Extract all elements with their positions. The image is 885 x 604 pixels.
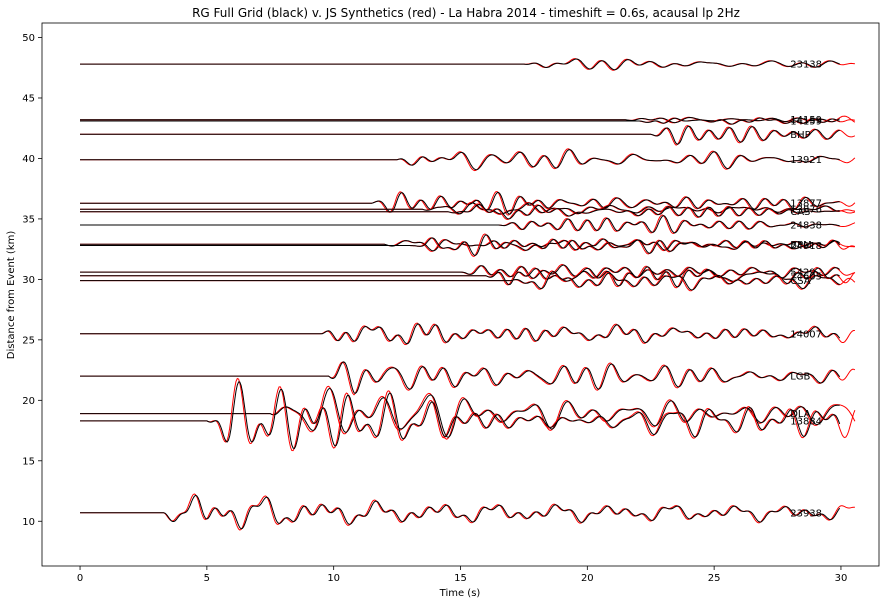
- x-tick-label: 25: [708, 573, 721, 584]
- x-tick-label: 10: [327, 573, 340, 584]
- x-tick-label: 30: [835, 573, 848, 584]
- y-tick-label: 20: [22, 396, 35, 407]
- station-label: 14007: [790, 329, 822, 340]
- station-label: 14159: [790, 116, 822, 127]
- observed-trace-CAS: [80, 204, 840, 220]
- station-label: 5429: [790, 268, 815, 279]
- x-axis-label: Time (s): [439, 588, 481, 599]
- station-label: 13921: [790, 155, 822, 166]
- station-label: BPM: [790, 240, 812, 251]
- station-label: DLA: [790, 409, 811, 420]
- station-label: 14159: [790, 115, 822, 126]
- y-tick-label: 50: [22, 33, 35, 44]
- y-tick-label: 30: [22, 275, 35, 286]
- observed-trace-5429: [80, 264, 840, 279]
- x-tick-label: 15: [454, 573, 467, 584]
- station-label: 13884: [790, 416, 822, 427]
- station-label: CAS: [790, 207, 810, 218]
- station-label: 24838: [790, 220, 822, 231]
- x-tick-label: 5: [204, 573, 210, 584]
- station-label: LGB: [790, 372, 810, 383]
- station-label-group: 231381415914159BHP139211387713876CAS2483…: [790, 60, 822, 520]
- chart-title: RG Full Grid (black) v. JS Synthetics (r…: [192, 6, 740, 20]
- observed-trace-LGB: [80, 361, 841, 395]
- observed-trace-14159b: [80, 117, 840, 125]
- trace-group: [80, 58, 856, 531]
- observed-trace-DLA: [80, 387, 840, 438]
- y-tick-label: 40: [22, 154, 35, 165]
- station-label: BHP: [790, 130, 810, 141]
- observed-trace-13921: [80, 149, 840, 171]
- station-label: 24918: [790, 241, 822, 252]
- y-axis: 10 15 20 25 30 35 40 45 50: [22, 33, 42, 528]
- x-axis: 0 5 10 15 20 25 30: [77, 566, 847, 584]
- observed-trace-CSA: [80, 271, 840, 291]
- plot-area: [41, 22, 880, 567]
- y-tick-label: 35: [22, 214, 35, 225]
- observed-trace-24838: [80, 215, 840, 234]
- y-axis-label: Distance from Event (km): [6, 231, 17, 360]
- station-label: 23138: [790, 60, 822, 71]
- station-label: 24605: [790, 271, 822, 282]
- observed-trace-13877: [80, 191, 840, 215]
- x-tick-label: 0: [77, 573, 83, 584]
- station-label: 13877: [790, 199, 822, 210]
- station-label: 23938: [790, 508, 822, 519]
- observed-trace-24918: [80, 234, 841, 256]
- synthetic-trace-23938: [80, 493, 855, 531]
- y-tick-label: 15: [22, 456, 35, 467]
- station-label: CSA: [790, 276, 811, 287]
- observed-trace-14159: [80, 116, 840, 124]
- observed-trace-24605: [80, 266, 840, 288]
- station-label: 13876: [790, 205, 822, 216]
- y-tick-label: 25: [22, 335, 35, 346]
- observed-trace-14007: [80, 323, 841, 345]
- observed-trace-23938: [80, 494, 841, 530]
- y-tick-label: 10: [22, 517, 35, 528]
- observed-trace-13884: [80, 381, 841, 450]
- observed-trace-BHP: [80, 125, 840, 145]
- observed-trace-23138: [80, 58, 840, 71]
- x-tick-label: 20: [581, 573, 594, 584]
- y-tick-label: 45: [22, 93, 35, 104]
